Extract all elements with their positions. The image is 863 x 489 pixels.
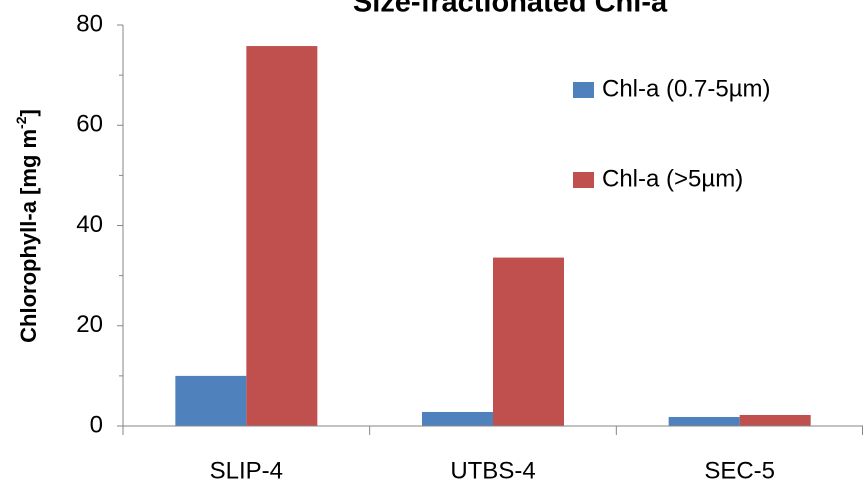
bar <box>246 46 318 427</box>
y-tick-label: 0 <box>90 411 103 438</box>
legend-swatch <box>573 82 594 98</box>
x-tick-label: SLIP-4 <box>210 457 283 484</box>
x-tick-label: SEC-5 <box>704 457 775 484</box>
bar <box>175 375 247 426</box>
y-tick-label: 40 <box>76 211 103 238</box>
bar <box>668 416 740 426</box>
legend-label: Chl-a (>5µm) <box>602 165 743 192</box>
legend-label: Chl-a (0.7-5µm) <box>602 75 771 102</box>
y-label-sup: -2 <box>13 116 29 129</box>
bar <box>739 414 811 426</box>
legend-swatch <box>573 172 594 188</box>
y-label-main: Chlorophyll-a [mg m <box>16 129 41 343</box>
y-axis-label: Chlorophyll-a [mg m-2] <box>13 109 41 343</box>
y-tick-label: 20 <box>76 311 103 338</box>
bar <box>493 257 564 426</box>
y-label-end: ] <box>16 109 41 116</box>
y-tick-label: 60 <box>76 111 103 138</box>
x-tick-label: UTBS-4 <box>450 457 535 484</box>
bar <box>422 411 493 426</box>
y-tick-label: 80 <box>76 10 103 37</box>
chart-title: Size-fractionated Chl-a <box>353 0 668 19</box>
